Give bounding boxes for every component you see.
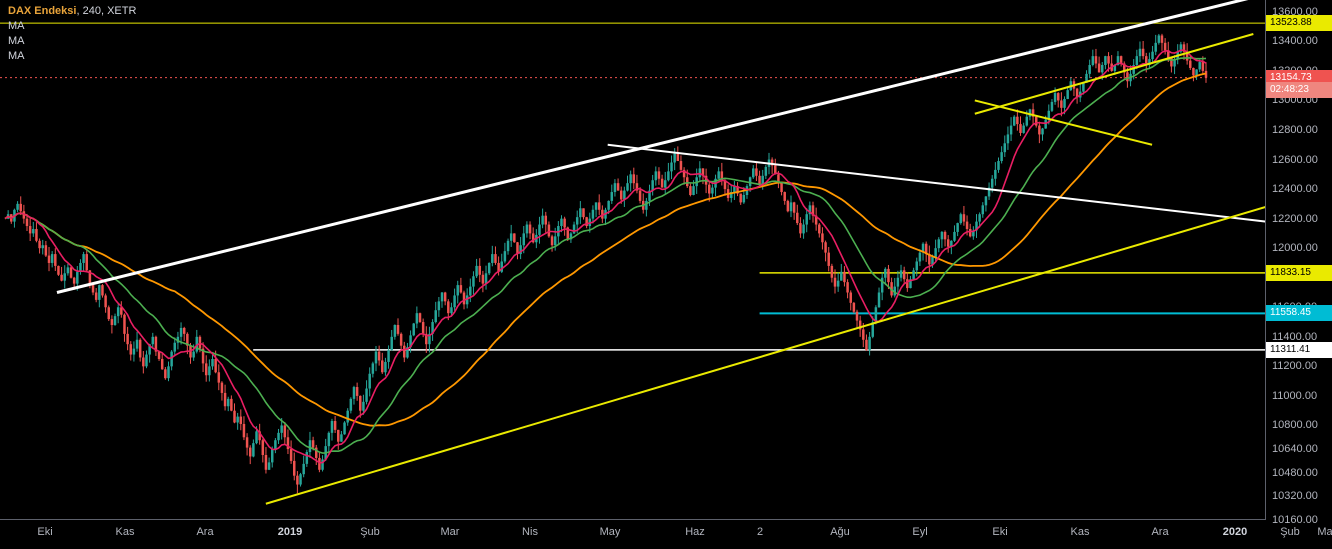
x-tick: Nis	[522, 526, 538, 538]
x-tick: May	[600, 526, 621, 538]
legend-ma-3[interactable]: MA	[8, 49, 136, 64]
exchange: XETR	[107, 5, 136, 17]
y-tick: 13400.00	[1272, 35, 1318, 47]
x-tick: Ara	[196, 526, 213, 538]
legend-ma-1[interactable]: MA	[8, 19, 136, 34]
x-tick: Eki	[992, 526, 1007, 538]
x-tick: Ara	[1151, 526, 1168, 538]
y-tick: 12400.00	[1272, 183, 1318, 195]
x-tick: Kas	[1071, 526, 1090, 538]
y-tick: 12800.00	[1272, 124, 1318, 136]
x-tick: Ma	[1317, 526, 1332, 538]
y-tick: 10480.00	[1272, 467, 1318, 479]
symbol-name[interactable]: DAX Endeksi	[8, 5, 76, 17]
plot-svg	[0, 0, 1266, 520]
time-axis[interactable]: Eki Kas Ara 2019 Şub Mar Nis May Haz 2 Ağu Eyl Eki Ka…	[0, 519, 1266, 549]
x-tick: Eyl	[912, 526, 927, 538]
chart-title: DAX Endeksi, 240, XETR	[8, 4, 136, 19]
price-tag: 11558.45	[1266, 305, 1332, 321]
price-tag: 13523.88	[1266, 15, 1332, 31]
y-tick: 12000.00	[1272, 242, 1318, 254]
y-tick: 11200.00	[1272, 360, 1317, 372]
plot-area[interactable]: DAX Endeksi, 240, XETR MA MA MA	[0, 0, 1266, 520]
y-tick: 12600.00	[1272, 154, 1318, 166]
x-tick: Kas	[116, 526, 135, 538]
y-tick: 10160.00	[1272, 514, 1318, 526]
y-tick: 10640.00	[1272, 443, 1318, 455]
chart-root: DAX Endeksi, 240, XETR MA MA MA 13600.00…	[0, 0, 1332, 549]
x-tick: Ağu	[830, 526, 850, 538]
price-tag: 11311.41	[1266, 342, 1332, 358]
y-tick: 12200.00	[1272, 213, 1318, 225]
x-tick: 2	[757, 526, 763, 538]
x-tick: 2019	[278, 526, 302, 538]
price-tag: 02:48:23	[1266, 82, 1332, 98]
x-tick: Mar	[441, 526, 460, 538]
x-tick: Şub	[360, 526, 380, 538]
x-tick: 2020	[1223, 526, 1247, 538]
price-tag: 11833.15	[1266, 265, 1332, 281]
y-tick: 10800.00	[1272, 419, 1318, 431]
y-tick: 11000.00	[1272, 390, 1317, 402]
x-tick: Şub	[1280, 526, 1300, 538]
legend-ma-2[interactable]: MA	[8, 34, 136, 49]
interval: 240	[83, 5, 101, 17]
y-tick: 10320.00	[1272, 490, 1318, 502]
title-block: DAX Endeksi, 240, XETR MA MA MA	[8, 4, 136, 64]
x-tick: Haz	[685, 526, 705, 538]
x-tick: Eki	[37, 526, 52, 538]
